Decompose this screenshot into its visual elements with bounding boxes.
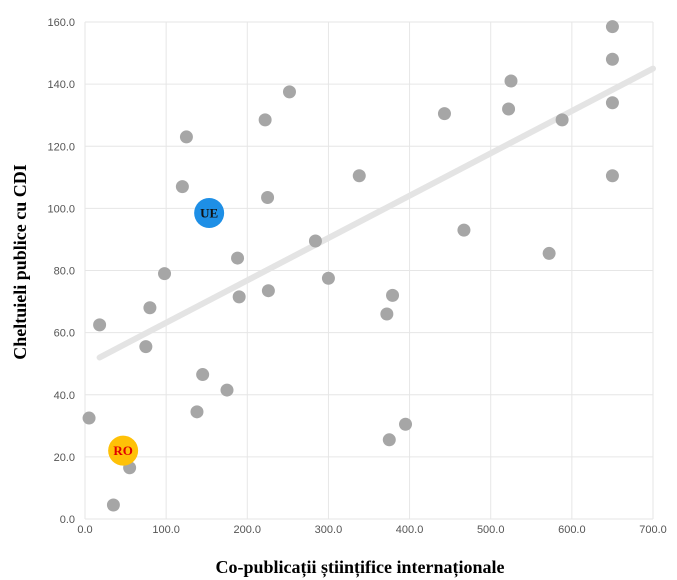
x-tick-label: 300.0: [315, 524, 343, 536]
y-tick-label: 60.0: [54, 328, 75, 340]
data-point: [106, 498, 120, 512]
data-point: [231, 251, 245, 265]
grid-lines: [84, 21, 654, 520]
data-point: [605, 96, 619, 110]
trendline: [96, 65, 656, 361]
y-tick-label: 80.0: [54, 266, 75, 278]
data-point: [555, 113, 569, 127]
data-point: [93, 318, 107, 332]
data-point: [380, 307, 394, 321]
x-tick-label: 700.0: [639, 524, 667, 536]
x-tick-label: 400.0: [396, 524, 424, 536]
data-point: [605, 169, 619, 183]
data-point: [382, 433, 396, 447]
data-point: [179, 130, 193, 144]
data-point: [143, 301, 157, 315]
y-tick-label: 100.0: [47, 203, 75, 215]
data-point: [258, 113, 272, 127]
x-tick-labels: 0.0 100.0 200.0 300.0 400.0 500.0 600.0 700.0: [77, 524, 666, 536]
data-point: [502, 102, 516, 116]
data-point: [437, 107, 451, 121]
y-tick-label: 20.0: [54, 452, 75, 464]
y-tick-label: 120.0: [47, 141, 75, 153]
highlighted-points: UE RO: [108, 198, 225, 466]
x-tick-label: 500.0: [477, 524, 505, 536]
highlight-marker-ue: [194, 198, 225, 229]
data-point: [190, 405, 204, 419]
data-point: [261, 284, 275, 298]
y-tick-labels: 0.0 20.0 40.0 60.0 80.0 100.0 120.0 140.0 160.0: [47, 17, 75, 526]
x-tick-label: 600.0: [558, 524, 586, 536]
data-point: [196, 368, 210, 382]
data-point: [232, 290, 246, 304]
data-point: [220, 383, 234, 397]
data-point: [139, 340, 153, 354]
data-points: [82, 20, 619, 512]
y-tick-label: 140.0: [47, 79, 75, 91]
data-point: [82, 411, 96, 425]
data-point: [321, 271, 335, 285]
data-point: [542, 246, 556, 260]
highlight-label-ro: RO: [113, 443, 133, 458]
x-tick-label: 200.0: [234, 524, 262, 536]
trendline-line: [96, 65, 656, 361]
data-point: [261, 191, 275, 205]
data-point: [386, 288, 400, 302]
y-tick-label: 40.0: [54, 390, 75, 402]
data-point: [504, 74, 518, 88]
x-tick-label: 100.0: [152, 524, 180, 536]
y-tick-label: 0.0: [60, 514, 75, 526]
x-axis-label: Co-publicații științifice internaționale: [216, 557, 505, 578]
data-point: [158, 267, 172, 281]
highlight-label-ue: UE: [200, 206, 218, 221]
data-point: [352, 169, 366, 183]
data-point: [605, 20, 619, 34]
y-tick-label: 160.0: [47, 17, 75, 29]
data-point: [175, 180, 189, 194]
data-point: [282, 85, 296, 99]
data-point: [308, 234, 322, 248]
data-point: [399, 417, 413, 431]
y-axis-label: Cheltuieli publice cu CDI: [10, 164, 30, 360]
data-point: [457, 223, 471, 237]
data-point: [605, 52, 619, 66]
x-tick-label: 0.0: [77, 524, 92, 536]
highlight-marker-ro: [108, 435, 139, 466]
